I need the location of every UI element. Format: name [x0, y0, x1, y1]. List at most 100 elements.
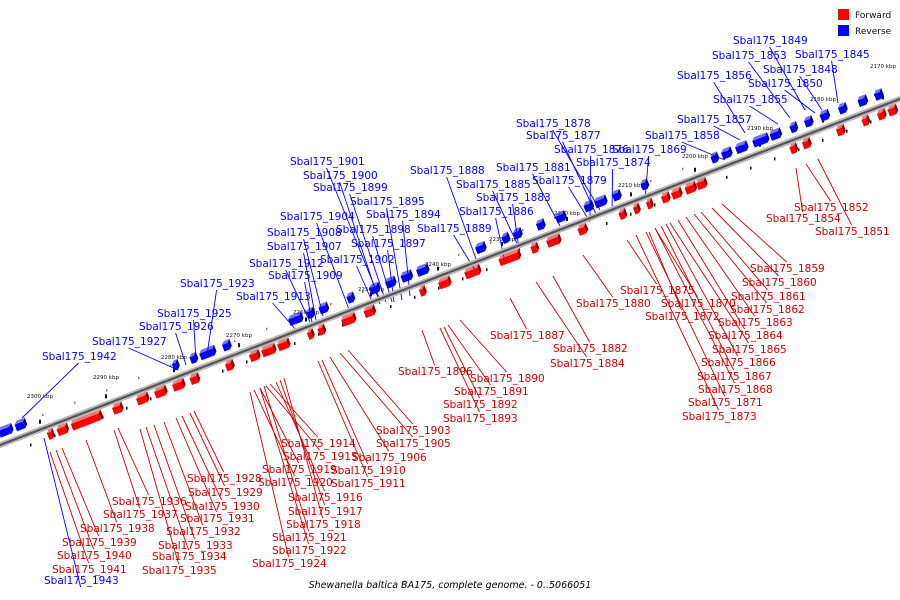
tick-mark — [437, 266, 439, 271]
minor-tick — [102, 415, 104, 419]
gene-label: Sbal175_1855 — [713, 94, 788, 106]
leader-line — [654, 227, 736, 384]
forward-feature — [154, 384, 168, 399]
tick-mark — [173, 368, 175, 373]
minor-tick — [650, 180, 652, 183]
tick-label: 2280 kbp — [161, 355, 187, 361]
leader-line — [285, 269, 311, 323]
gene-label: Sbal175_1848 — [763, 64, 838, 76]
forward-feature — [112, 401, 124, 415]
gene-label: Sbal175_1892 — [443, 399, 518, 411]
gene-label: Sbal175_1854 — [766, 213, 841, 225]
leader-line — [552, 275, 590, 343]
gene-label: Sbal175_1922 — [272, 545, 347, 557]
minor-tick — [414, 295, 416, 299]
minor-tick — [106, 389, 108, 392]
leader-line — [402, 220, 411, 297]
minor-tick — [726, 175, 728, 179]
reverse-feature — [535, 218, 546, 231]
leader-line — [644, 155, 650, 201]
gene-label: Sbal175_1872 — [645, 311, 720, 323]
gene-label: Sbal175_1899 — [313, 182, 388, 194]
leader-line — [685, 216, 755, 317]
gene-label: Sbal175_1853 — [712, 50, 787, 62]
reverse-feature — [0, 422, 14, 438]
leader-line — [492, 190, 521, 251]
tick-mark — [694, 167, 696, 172]
minor-tick — [150, 397, 152, 401]
reverse-feature — [873, 88, 884, 101]
leader-line — [721, 203, 787, 263]
forward-feature — [224, 358, 235, 372]
gene-label: Sbal175_1850 — [748, 78, 823, 90]
gene-label: Sbal175_1924 — [252, 558, 327, 570]
leader-line — [635, 234, 720, 411]
tick-label: 2170 kbp — [870, 64, 896, 70]
tick-mark — [305, 317, 307, 322]
legend-forward-label: Forward — [855, 11, 891, 21]
forward-feature — [317, 323, 327, 336]
gene-label: Sbal175_1863 — [718, 317, 793, 329]
gene-label: Sbal175_1889 — [417, 223, 492, 235]
gene-label: Sbal175_1894 — [366, 209, 441, 221]
tick-label: 2240 kbp — [425, 262, 451, 268]
minor-tick — [294, 342, 296, 345]
reverse-feature — [306, 306, 316, 320]
forward-feature — [887, 103, 899, 117]
leader-line — [611, 168, 614, 214]
tick-label: 2290 kbp — [93, 375, 119, 381]
tick-mark — [370, 292, 372, 297]
gene-label: Sbal175_1866 — [701, 357, 776, 369]
reverse-feature — [199, 344, 217, 361]
leader-line — [259, 387, 310, 545]
forward-feature — [789, 142, 799, 155]
tick-label: 2270 kbp — [226, 333, 252, 339]
minor-tick — [522, 229, 524, 232]
leader-line — [117, 427, 150, 496]
reverse-feature — [803, 115, 814, 128]
leader-line — [700, 211, 768, 291]
minor-tick — [846, 129, 848, 133]
leader-line — [347, 349, 413, 425]
minor-tick — [750, 166, 752, 170]
minor-tick — [222, 369, 224, 373]
tick-mark — [566, 217, 568, 221]
tick-label: 2190 kbp — [747, 126, 773, 132]
reverse-feature — [512, 227, 523, 240]
leader-line — [153, 424, 196, 540]
minor-tick — [486, 268, 488, 272]
leader-line — [317, 360, 369, 478]
gene-label: Sbal175_1851 — [815, 226, 890, 238]
leader-line — [693, 213, 767, 304]
legend-forward-swatch — [838, 9, 849, 20]
minor-tick — [318, 332, 320, 336]
reverse-feature — [385, 275, 397, 289]
gene-label: Sbal175_1928 — [187, 473, 262, 485]
forward-feature — [684, 180, 698, 195]
gene-label: Sbal175_1860 — [742, 277, 817, 289]
gene-label: Sbal175_1910 — [331, 465, 406, 477]
gene-label: Sbal175_1935 — [142, 565, 217, 577]
leader-line — [713, 81, 746, 134]
leader-line — [303, 238, 324, 317]
gene-label: Sbal175_1898 — [336, 224, 411, 236]
minor-tick — [630, 212, 632, 216]
gene-label: Sbal175_1940 — [57, 550, 132, 562]
leader-line — [249, 391, 290, 558]
reverse-feature — [710, 151, 720, 164]
gene-label: Sbal175_1903 — [376, 425, 451, 437]
gene-label: Sbal175_1927 — [92, 336, 167, 348]
reverse-feature — [501, 231, 511, 245]
gene-label: Sbal175_1852 — [794, 202, 869, 214]
forward-feature — [660, 191, 671, 204]
gene-label: Sbal175_1917 — [288, 506, 363, 518]
gene-label: Sbal175_1880 — [576, 298, 651, 310]
leader-line — [817, 158, 853, 226]
forward-feature — [464, 263, 482, 280]
gene-label: Sbal175_1906 — [352, 452, 427, 464]
gene-label: Sbal175_1862 — [730, 304, 805, 316]
leader-line — [55, 449, 95, 550]
minor-tick — [606, 222, 608, 225]
leader-line — [303, 252, 317, 321]
